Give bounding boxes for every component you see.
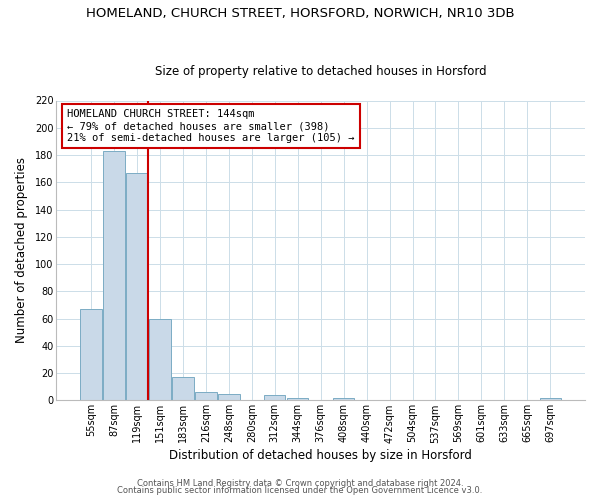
- Bar: [287, 398, 308, 400]
- Y-axis label: Number of detached properties: Number of detached properties: [15, 158, 28, 344]
- Bar: [264, 395, 286, 400]
- Bar: [103, 151, 125, 400]
- Bar: [149, 318, 170, 400]
- Bar: [333, 398, 355, 400]
- Bar: [218, 394, 239, 400]
- Text: Contains public sector information licensed under the Open Government Licence v3: Contains public sector information licen…: [118, 486, 482, 495]
- Bar: [539, 398, 561, 400]
- Text: HOMELAND CHURCH STREET: 144sqm
← 79% of detached houses are smaller (398)
21% of: HOMELAND CHURCH STREET: 144sqm ← 79% of …: [67, 110, 355, 142]
- Text: HOMELAND, CHURCH STREET, HORSFORD, NORWICH, NR10 3DB: HOMELAND, CHURCH STREET, HORSFORD, NORWI…: [86, 8, 514, 20]
- Text: Contains HM Land Registry data © Crown copyright and database right 2024.: Contains HM Land Registry data © Crown c…: [137, 478, 463, 488]
- Bar: [80, 309, 102, 400]
- Bar: [127, 172, 148, 400]
- X-axis label: Distribution of detached houses by size in Horsford: Distribution of detached houses by size …: [169, 450, 472, 462]
- Bar: [195, 392, 217, 400]
- Title: Size of property relative to detached houses in Horsford: Size of property relative to detached ho…: [155, 66, 487, 78]
- Bar: [172, 377, 194, 400]
